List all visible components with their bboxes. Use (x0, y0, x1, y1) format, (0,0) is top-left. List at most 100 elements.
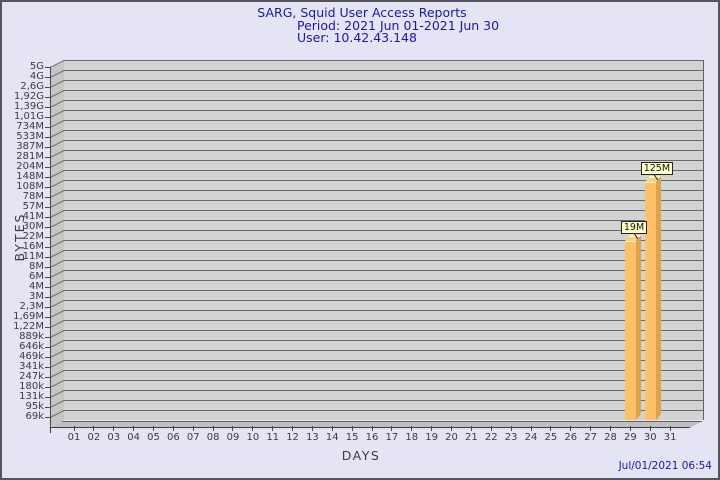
x-tick-label: 23 (504, 432, 518, 443)
y-tick-label: 8M (29, 261, 44, 272)
y-tick-label: 469k (19, 351, 44, 362)
x-tick-label: 30 (643, 432, 657, 443)
x-tick-label: 27 (584, 432, 597, 443)
y-tick-label: 1,69M (13, 311, 44, 322)
y-tick-label: 131k (19, 391, 44, 402)
x-tick-label: 14 (325, 432, 339, 443)
x-tick-label: 12 (286, 432, 299, 443)
x-tick-label: 02 (87, 432, 101, 443)
chart-title: SARG, Squid User Access Reports (257, 5, 467, 20)
chart-subtitle-user: User: 10.42.43.148 (297, 30, 417, 45)
y-axis-corner-tick (49, 427, 51, 433)
x-tick-mark (570, 426, 572, 431)
y-tick-label: 204M (16, 161, 44, 172)
y-tick-label: 108M (16, 181, 44, 192)
x-tick-mark (152, 426, 154, 431)
x-tick-label: 16 (365, 432, 379, 443)
x-tick-mark (232, 426, 234, 431)
y-tick-label: 57M (22, 201, 44, 212)
x-tick-mark (351, 426, 353, 431)
x-tick-label: 09 (226, 432, 240, 443)
y-tick-mark (45, 116, 50, 118)
y-tick-label: 148M (16, 171, 44, 182)
y-tick-mark (45, 136, 50, 138)
y-tick-mark (45, 166, 50, 168)
x-tick-mark (73, 426, 75, 431)
x-tick-label: 08 (206, 432, 220, 443)
chart-subtitle-period: Period: 2021 Jun 01-2021 Jun 30 (297, 18, 500, 33)
y-tick-mark (45, 186, 50, 188)
y-tick-label: 30M (22, 221, 44, 232)
x-tick-label: 22 (484, 432, 498, 443)
x-tick-mark (530, 426, 532, 431)
x-tick-label: 05 (147, 432, 160, 443)
y-tick-label: 2,3M (19, 301, 44, 312)
y-tick-mark (45, 236, 50, 238)
x-tick-label: 20 (445, 432, 458, 443)
bar-side-face (655, 175, 661, 420)
plot-left-wall-3d (50, 59, 64, 428)
x-tick-mark (470, 426, 472, 431)
y-tick-mark (45, 366, 50, 368)
y-tick-label: 341k (19, 361, 44, 372)
y-tick-label: 1,01G (13, 111, 44, 122)
x-tick-mark (371, 426, 373, 431)
y-tick-mark (45, 346, 50, 348)
y-tick-label: 1,22M (13, 321, 44, 332)
y-tick-label: 180k (19, 381, 44, 392)
y-tick-label: 41M (22, 211, 44, 222)
x-tick-label: 19 (425, 432, 439, 443)
y-tick-mark (45, 196, 50, 198)
y-tick-mark (45, 276, 50, 278)
y-tick-mark (45, 256, 50, 258)
x-tick-label: 03 (107, 432, 121, 443)
y-tick-mark (45, 406, 50, 408)
y-tick-mark (45, 106, 50, 108)
x-tick-label: 26 (564, 432, 578, 443)
x-tick-mark (609, 426, 611, 431)
y-tick-label: 281M (16, 151, 44, 162)
y-tick-mark (45, 376, 50, 378)
y-tick-label: 69k (25, 411, 44, 422)
x-tick-mark (431, 426, 433, 431)
x-tick-label: 25 (544, 432, 558, 443)
x-tick-label: 11 (266, 432, 280, 443)
y-tick-label: 95k (25, 401, 44, 412)
x-tick-mark (451, 426, 453, 431)
y-tick-label: 533M (16, 131, 44, 142)
y-tick-mark (45, 246, 50, 248)
y-tick-label: 4G (29, 71, 44, 82)
y-tick-mark (45, 216, 50, 218)
plot-back-wall (63, 60, 704, 420)
y-tick-label: 1,92G (13, 91, 44, 102)
bar-value-label: 19M (620, 221, 648, 234)
y-tick-label: 6M (29, 271, 44, 282)
x-axis-title: DAYS (341, 448, 381, 463)
x-tick-label: 18 (405, 432, 419, 443)
y-tick-mark (45, 266, 50, 268)
x-tick-mark (550, 426, 552, 431)
y-tick-mark (45, 286, 50, 288)
y-tick-mark (45, 66, 50, 68)
y-tick-label: 1,39G (13, 101, 44, 112)
x-tick-mark (629, 426, 631, 431)
y-tick-mark (45, 146, 50, 148)
y-tick-label: 16M (22, 241, 44, 252)
x-tick-mark (192, 426, 194, 431)
x-tick-label: 15 (345, 432, 359, 443)
x-tick-mark (172, 426, 174, 431)
y-tick-mark (45, 96, 50, 98)
x-tick-mark (292, 426, 294, 431)
bar-side-face (635, 234, 641, 420)
x-tick-mark (490, 426, 492, 431)
bar-front-face (644, 182, 656, 420)
x-tick-label: 04 (127, 432, 140, 443)
x-tick-mark (669, 426, 671, 431)
y-tick-mark (45, 316, 50, 318)
x-tick-label: 29 (623, 432, 637, 443)
x-tick-label: 07 (186, 432, 200, 443)
x-tick-label: 17 (385, 432, 399, 443)
y-tick-mark (45, 356, 50, 358)
x-tick-mark (590, 426, 592, 431)
